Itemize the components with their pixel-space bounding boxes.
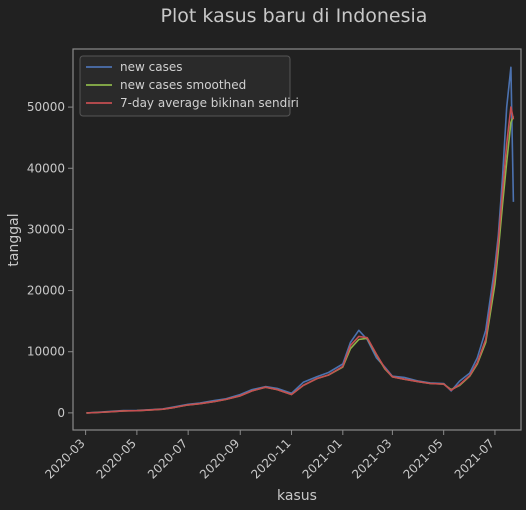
- legend-label: new cases smoothed: [120, 78, 246, 92]
- legend-label: new cases: [120, 60, 182, 74]
- x-tick-label: 2021-03: [349, 436, 394, 481]
- y-tick-label: 50000: [27, 100, 65, 114]
- y-tick-label: 10000: [27, 345, 65, 359]
- y-axis-label: tanggal: [6, 213, 22, 266]
- y-tick-label: 0: [57, 406, 65, 420]
- x-tick-label: 2021-01: [300, 436, 345, 481]
- x-axis: 2020-03 2020-05 2020-07 2020-09 2020-11 2021-…: [42, 430, 497, 482]
- legend: new cases new cases smoothed 7-day average…: [79, 55, 299, 117]
- x-tick-label: 2020-11: [248, 436, 293, 481]
- x-tick-label: 2021-05: [400, 436, 445, 481]
- x-tick-label: 2020-05: [94, 436, 139, 481]
- y-tick-label: 40000: [27, 161, 65, 175]
- x-tick-label: 2020-07: [145, 436, 190, 481]
- chart-title: Plot kasus baru di Indonesia: [161, 5, 428, 27]
- x-tick-label: 2021-07: [452, 436, 497, 481]
- legend-label: 7-day average bikinan sendiri: [120, 96, 299, 110]
- series-layer: [86, 66, 515, 414]
- series-line-3: [86, 106, 515, 414]
- legend-box: [79, 55, 291, 117]
- y-tick-label: 20000: [27, 284, 65, 298]
- x-axis-label: kasus: [277, 488, 317, 504]
- x-tick-label: 2020-09: [197, 436, 242, 481]
- y-axis: 0 10000 20000 30000 40000 50000: [27, 100, 73, 420]
- x-tick-label: 2020-03: [42, 436, 87, 481]
- y-tick-label: 30000: [27, 222, 65, 236]
